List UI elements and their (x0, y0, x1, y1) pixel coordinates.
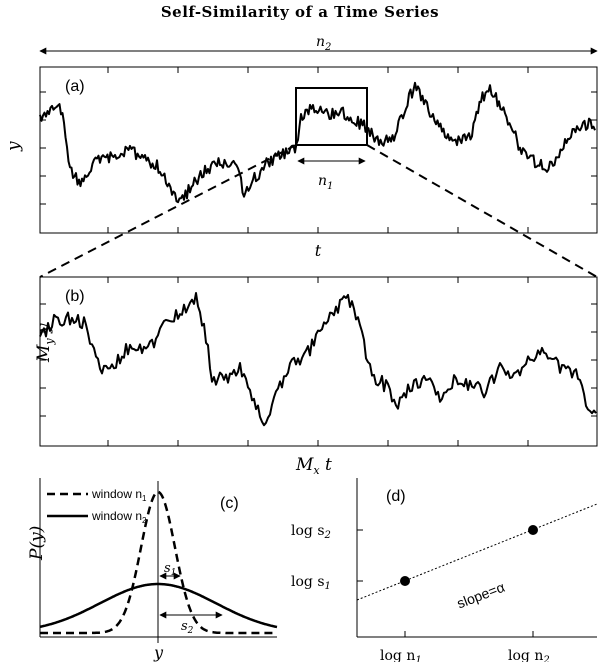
panel-a-ticks (40, 67, 597, 233)
s2-label: s2 (181, 619, 194, 636)
zoom-line-left (39, 144, 297, 278)
pdf-window-n1 (40, 490, 277, 635)
s1-label: s1 (164, 561, 176, 578)
y-tick-label-s1: log s1 (291, 574, 331, 592)
n1-window-label: n1 (318, 173, 333, 192)
x-tick-label-n2: log n2 (508, 648, 550, 662)
panel-c-ylabel: P(y) (27, 526, 47, 561)
legend-item-n1: window n1 (91, 487, 147, 503)
panel-d: (d) log n1 log n2 log s2 log s1 slope=α (291, 478, 598, 662)
panel-c: (c) P(y) y window n1 window n2 s1 s2 (27, 478, 278, 662)
x-tick-label-n1: log n1 (380, 648, 422, 662)
panel-a-tag: (a) (65, 78, 85, 95)
figure-title: Self-Similarity of a Time Series (161, 3, 439, 21)
fit-line (356, 503, 598, 601)
time-series-a (39, 81, 596, 204)
panel-b-ticks (40, 277, 597, 446)
panel-c-xlabel: y (153, 643, 164, 662)
panel-c-tag: (c) (220, 495, 239, 512)
panel-a: (a) y t n1 (4, 66, 598, 260)
point-n2 (528, 525, 538, 535)
n2-span-label: n2 (316, 34, 331, 53)
fit-slope-label: slope=α (455, 579, 507, 612)
panel-b-tag: (b) (65, 288, 85, 305)
y-tick-label-s2: log s2 (291, 523, 331, 541)
panel-b: (b) My y Mx t (34, 276, 598, 477)
window-box (295, 87, 368, 146)
panel-a-frame (39, 66, 598, 234)
panel-a-xlabel: t (315, 241, 322, 260)
panel-a-ylabel: y (4, 141, 24, 152)
time-series-b (39, 292, 597, 427)
zoom-line-right (366, 144, 598, 278)
point-n1 (400, 576, 410, 586)
panel-d-tag: (d) (386, 488, 406, 505)
legend-item-n2: window n2 (91, 509, 147, 525)
panel-b-xlabel: Mx t (295, 455, 332, 477)
panel-b-frame (39, 276, 598, 447)
